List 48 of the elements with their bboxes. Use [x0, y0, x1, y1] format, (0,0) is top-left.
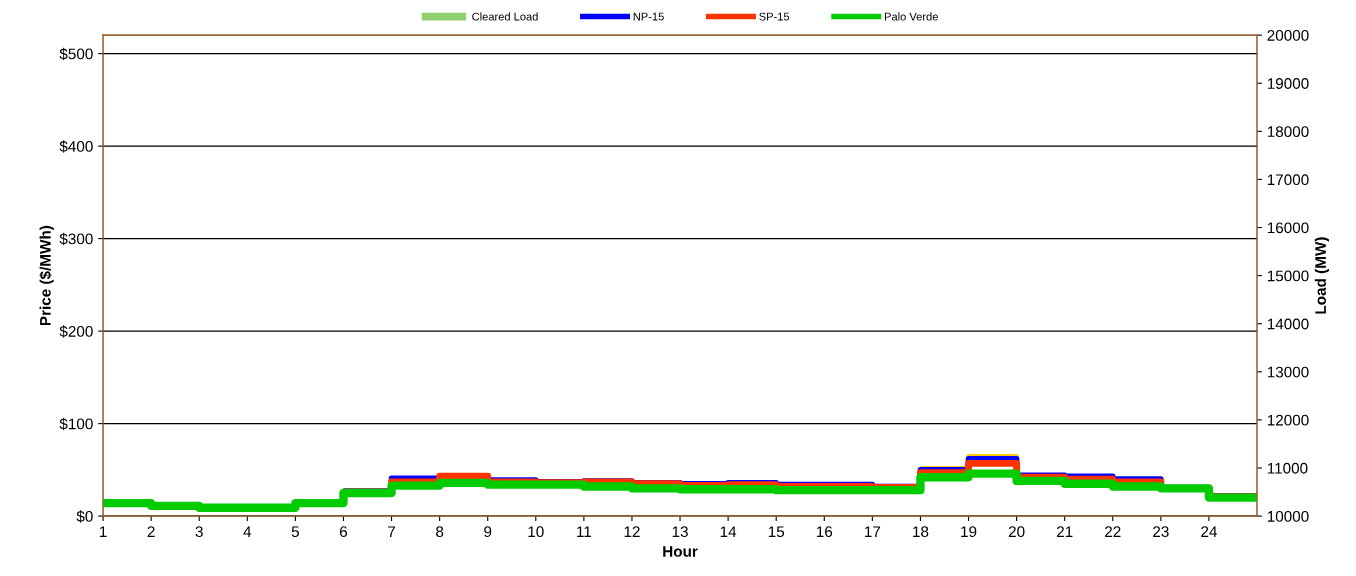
x-tick-label: 10: [528, 526, 544, 538]
legend-label: SP-15: [759, 12, 790, 21]
y2-tick-label: 20000: [1267, 30, 1309, 41]
x-tick-label: 13: [672, 526, 688, 538]
x-tick-label: 14: [720, 526, 737, 537]
y2-axis-title: Load (MW): [1314, 237, 1330, 314]
x-tick-label: 21: [1056, 526, 1073, 537]
y-tick-label: $400: [59, 140, 93, 153]
x-tick-label: 6: [339, 526, 348, 538]
x-tick-label: 1: [99, 526, 107, 537]
x-tick-label: 18: [913, 526, 929, 538]
legend-label: Palo Verde: [884, 12, 938, 21]
x-tick-label: 4: [243, 526, 252, 537]
x-tick-label: 8: [436, 526, 444, 538]
legend-label: NP-15: [633, 12, 664, 21]
y-tick-label: $300: [59, 232, 93, 246]
y2-tick-label: 17000: [1267, 174, 1309, 186]
x-tick-label: 15: [768, 526, 785, 538]
y-tick-label: $100: [59, 417, 93, 431]
y2-tick-label: 19000: [1267, 78, 1309, 89]
y2-tick-label: 18000: [1267, 126, 1309, 138]
y-axis-title: Price ($/MWh): [39, 225, 54, 326]
x-tick-label: 17: [865, 526, 881, 537]
x-tick-label: 20: [1008, 526, 1025, 538]
y2-tick-label: 13000: [1267, 366, 1309, 378]
x-tick-label: 16: [816, 526, 833, 538]
x-tick-label: 23: [1153, 526, 1169, 538]
x-tick-label: 24: [1201, 526, 1217, 537]
y-tick-label: $0: [76, 510, 93, 523]
y2-tick-label: 14000: [1267, 318, 1309, 330]
x-tick-label: 5: [291, 526, 299, 538]
x-tick-label: 22: [1105, 526, 1121, 537]
x-tick-label: 9: [484, 526, 492, 538]
legend-label: Cleared Load: [472, 12, 538, 21]
x-tick-label: 12: [624, 526, 640, 537]
x-tick-label: 19: [961, 526, 977, 538]
x-tick-label: 3: [195, 526, 203, 538]
x-tick-label: 2: [147, 526, 155, 537]
x-tick-label: 11: [577, 526, 592, 537]
x-axis-title: Hour: [663, 546, 698, 557]
y-tick-label: $200: [59, 325, 93, 338]
y2-tick-label: 16000: [1267, 222, 1309, 234]
y2-tick-label: 12000: [1267, 414, 1309, 426]
y2-tick-label: 15000: [1267, 270, 1309, 282]
y-tick-label: $500: [59, 47, 93, 61]
x-tick-label: 7: [388, 526, 396, 537]
y2-tick-label: 11000: [1267, 462, 1308, 474]
y2-tick-label: 10000: [1267, 510, 1309, 522]
